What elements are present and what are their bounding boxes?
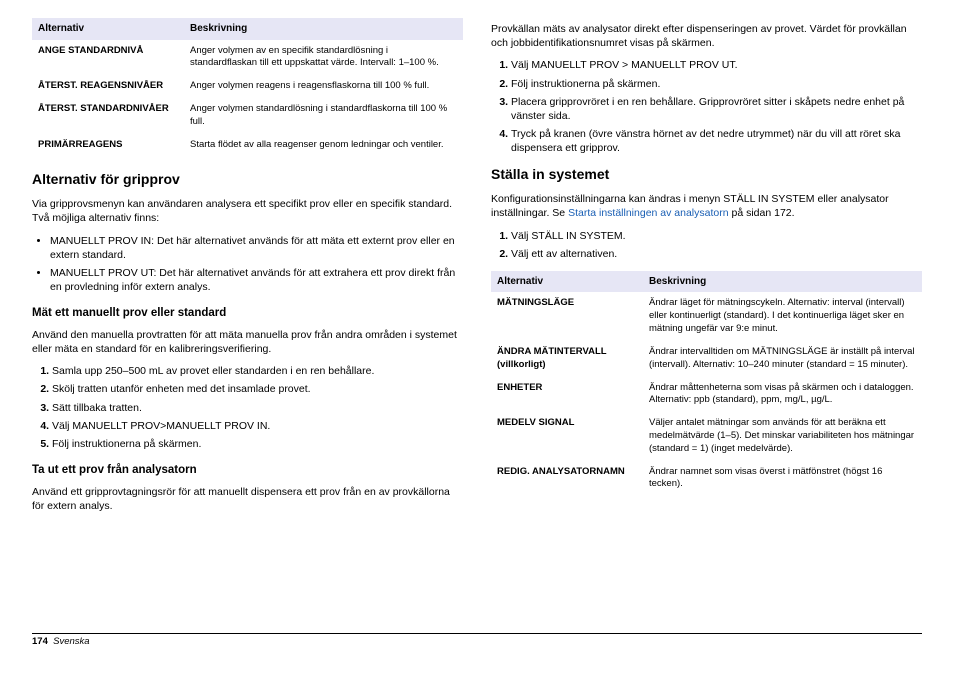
paragraph: Använd den manuella provtratten för att … (32, 328, 463, 356)
th-beskrivning: Beskrivning (643, 271, 922, 293)
paragraph: Provkällan mäts av analysator direkt eft… (491, 22, 922, 50)
list-item: Välj MANUELLT PROV > MANUELLT PROV UT. (511, 58, 922, 72)
heading-set-system: Ställa in systemet (491, 165, 922, 184)
page-language: Svenska (53, 636, 89, 647)
table-row: ENHETERÄndrar måttenheterna som visas på… (491, 377, 922, 413)
table-row: MÄTNINGSLÄGEÄndrar läget för mätningscyk… (491, 292, 922, 340)
paragraph: Konfigurationsinställningarna kan ändras… (491, 192, 922, 220)
th-beskrivning: Beskrivning (184, 18, 463, 40)
table-row: PRIMÄRREAGENSStarta flödet av alla reage… (32, 134, 463, 157)
paragraph: Använd ett gripprovtagningsrör för att m… (32, 485, 463, 513)
list-item: Välj STÄLL IN SYSTEM. (511, 229, 922, 243)
table-row: ÅTERST. REAGENSNIVÅERAnger volymen reage… (32, 75, 463, 98)
steps-list-3: Välj STÄLL IN SYSTEM. Välj ett av altern… (491, 229, 922, 261)
table-options-1: Alternativ Beskrivning ANGE STANDARDNIVÅ… (32, 18, 463, 156)
steps-list-2: Välj MANUELLT PROV > MANUELLT PROV UT. F… (491, 58, 922, 155)
list-item: Samla upp 250–500 mL av provet eller sta… (52, 364, 463, 378)
list-item: MANUELLT PROV IN: Det här alternativet a… (50, 234, 463, 262)
list-item: Tryck på kranen (övre vänstra hörnet av … (511, 127, 922, 155)
list-item: MANUELLT PROV UT: Det här alternativet a… (50, 266, 463, 294)
table-row: MEDELV SIGNALVäljer antalet mätningar so… (491, 412, 922, 460)
table-row: ANGE STANDARDNIVÅAnger volymen av en spe… (32, 40, 463, 76)
list-item: Sätt tillbaka tratten. (52, 401, 463, 415)
list-item: Placera gripprovröret i en ren behållare… (511, 95, 922, 123)
paragraph: Via gripprovsmenyn kan användaren analys… (32, 197, 463, 225)
steps-list-1: Samla upp 250–500 mL av provet eller sta… (32, 364, 463, 451)
heading-measure-manual: Mät ett manuellt prov eller standard (32, 306, 463, 322)
bullet-list: MANUELLT PROV IN: Det här alternativet a… (32, 234, 463, 295)
link-start-settings[interactable]: Starta inställningen av analysatorn (568, 207, 729, 219)
list-item: Välj MANUELLT PROV>MANUELLT PROV IN. (52, 419, 463, 433)
table-row: REDIG. ANALYSATORNAMNÄndrar namnet som v… (491, 461, 922, 497)
list-item: Följ instruktionerna på skärmen. (52, 437, 463, 451)
list-item: Välj ett av alternativen. (511, 247, 922, 261)
heading-take-sample: Ta ut ett prov från analysatorn (32, 463, 463, 479)
list-item: Skölj tratten utanför enheten med det in… (52, 382, 463, 396)
table-options-2: Alternativ Beskrivning MÄTNINGSLÄGEÄndra… (491, 271, 922, 496)
list-item: Följ instruktionerna på skärmen. (511, 77, 922, 91)
page-number: 174 (32, 636, 48, 647)
table-row: ÄNDRA MÄTINTERVALL (villkorligt)Ändrar i… (491, 341, 922, 377)
table-row: ÅTERST. STANDARDNIVÅERAnger volymen stan… (32, 98, 463, 134)
th-alternativ: Alternativ (491, 271, 643, 293)
left-column: Alternativ Beskrivning ANGE STANDARDNIVÅ… (32, 18, 463, 625)
page-footer: 174 Svenska (32, 633, 922, 647)
th-alternativ: Alternativ (32, 18, 184, 40)
right-column: Provkällan mäts av analysator direkt eft… (491, 18, 922, 625)
heading-gripprov: Alternativ för gripprov (32, 170, 463, 189)
